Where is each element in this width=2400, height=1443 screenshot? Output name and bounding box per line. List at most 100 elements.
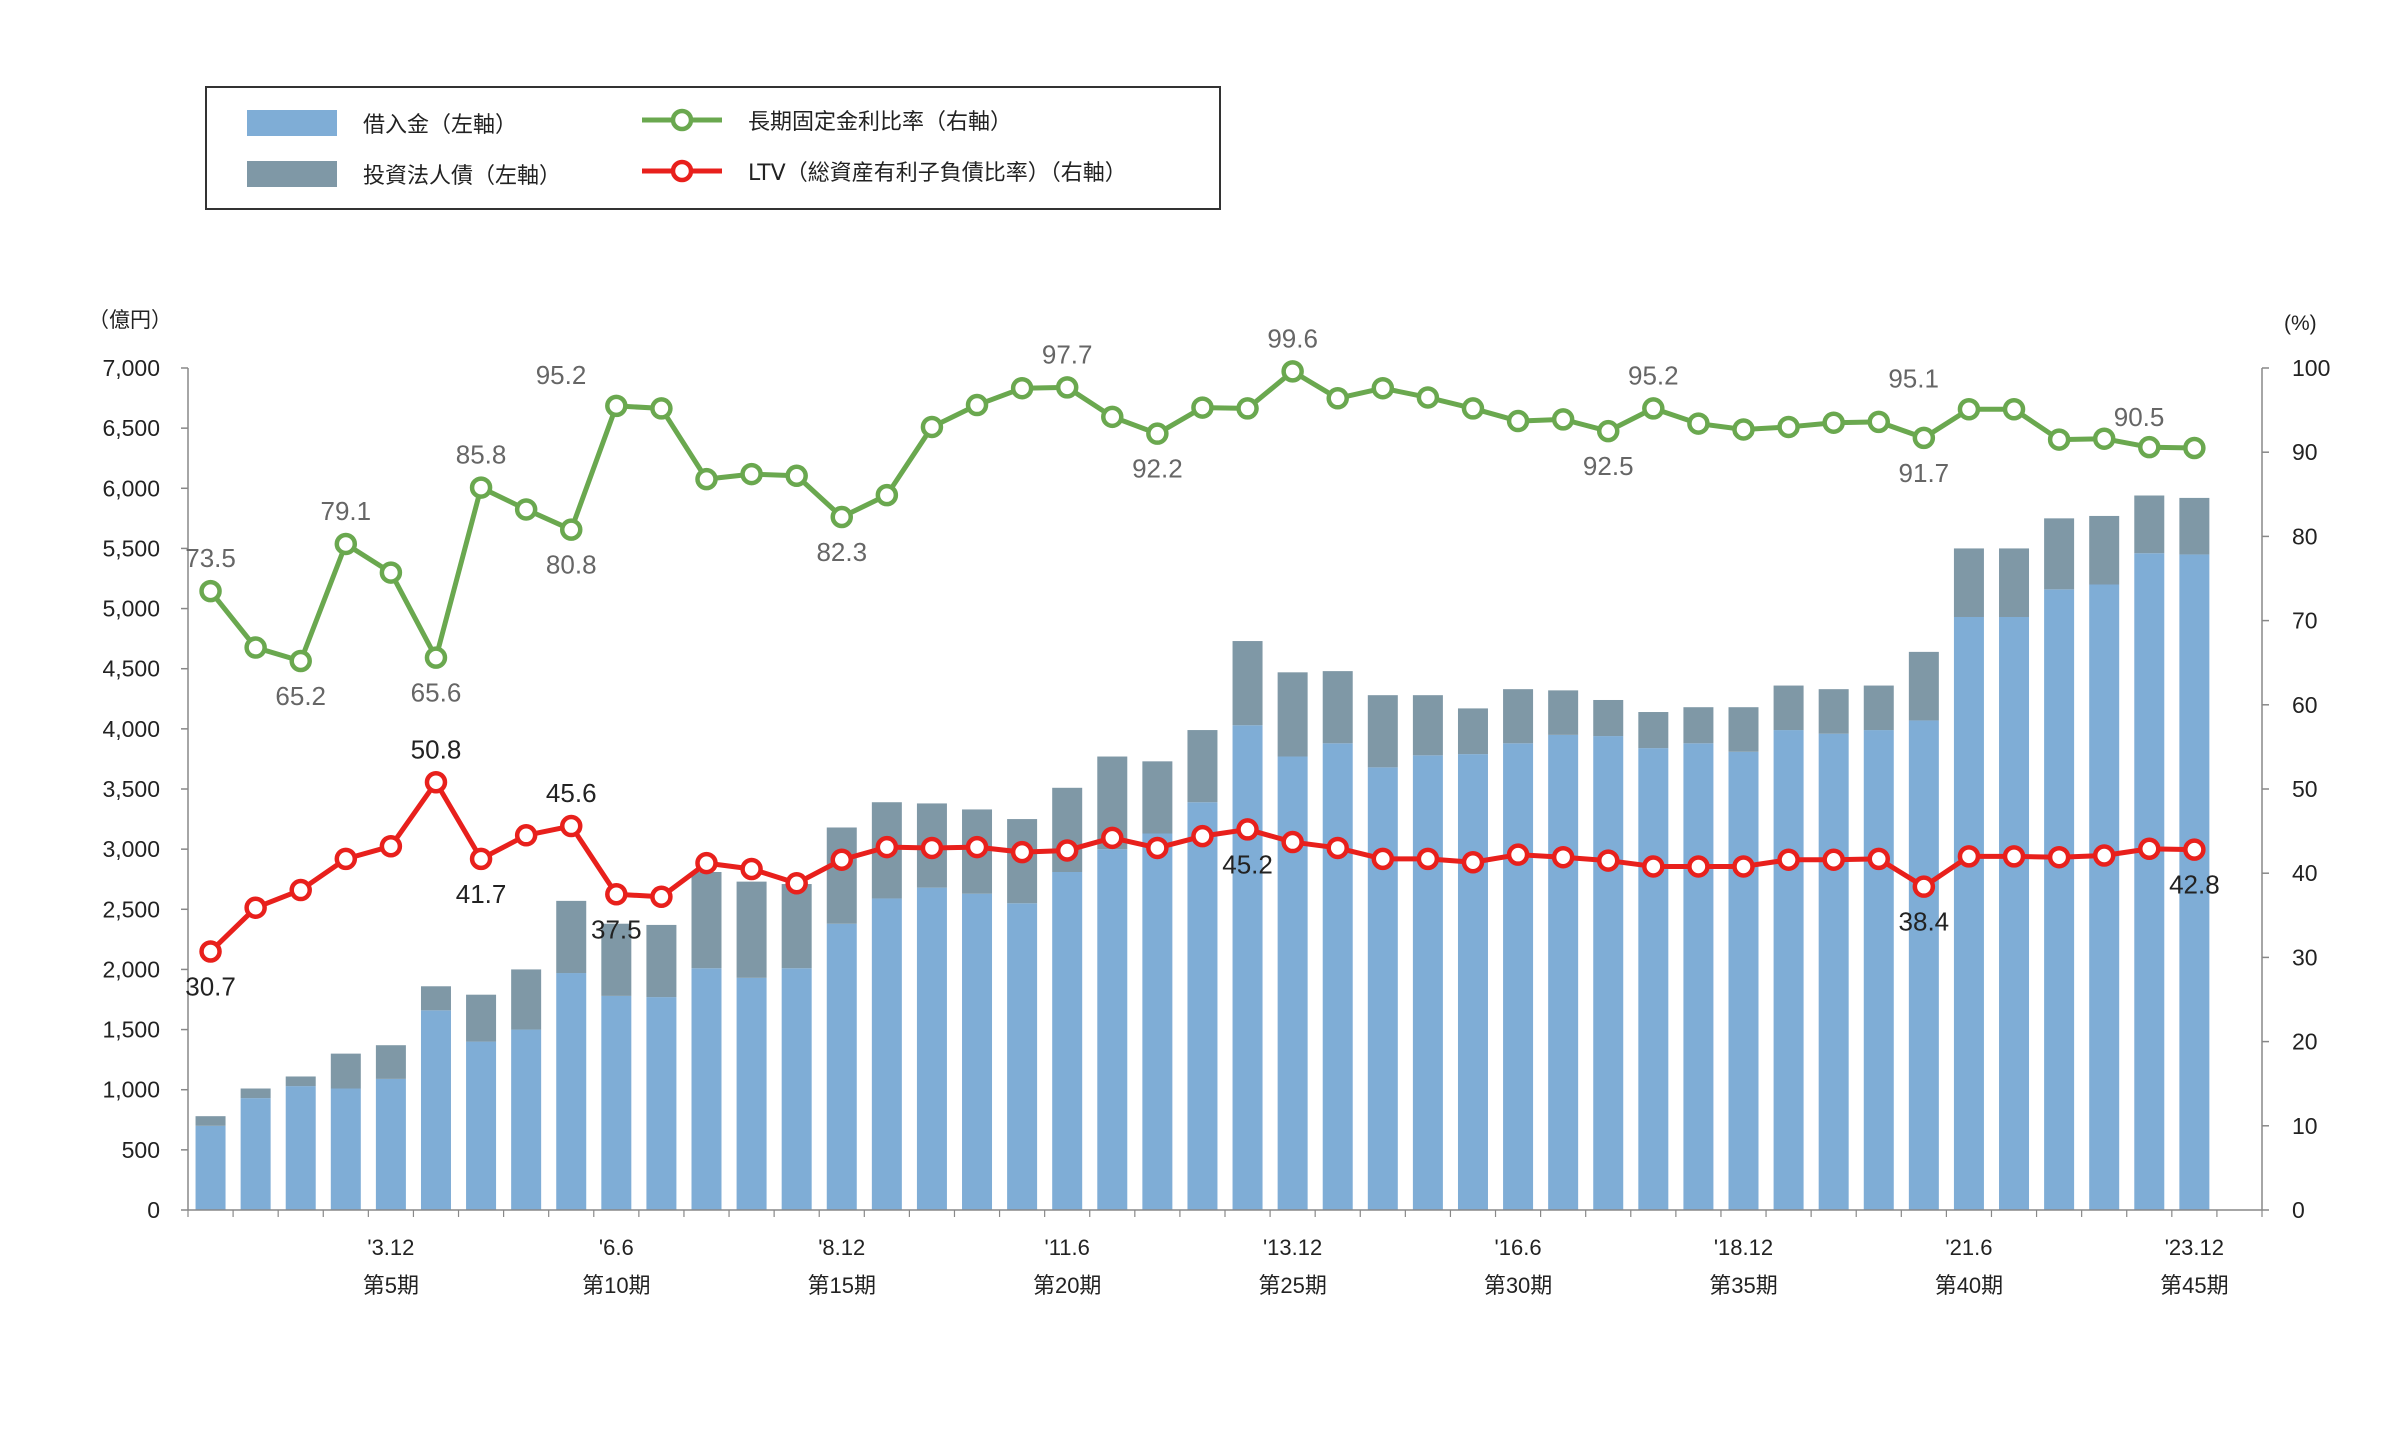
bar-bonds bbox=[556, 900, 587, 974]
fixed-rate-data-label: 73.5 bbox=[185, 543, 236, 573]
fixed-rate-point bbox=[1010, 376, 1034, 400]
fixed-rate-point bbox=[2002, 398, 2026, 421]
ltv-point bbox=[2138, 837, 2161, 861]
ltv-point bbox=[1687, 855, 1710, 878]
bar-borrowings bbox=[285, 1086, 316, 1210]
bar-borrowings bbox=[1503, 743, 1534, 1210]
fixed-rate-point bbox=[1461, 397, 1485, 420]
x-axis-term-label: 第35期 bbox=[1709, 1273, 1777, 1298]
bar-bonds bbox=[1999, 548, 2030, 617]
left-axis-tick-label: 1,500 bbox=[102, 1017, 160, 1043]
ltv-point bbox=[920, 836, 944, 860]
left-axis-unit: （億円） bbox=[88, 309, 172, 332]
right-axis-tick-label: 100 bbox=[2292, 355, 2330, 381]
bar-layer bbox=[195, 495, 2210, 1210]
ltv-point bbox=[1010, 840, 1034, 864]
ltv-point bbox=[2092, 844, 2116, 867]
legend-swatch-fixed-rate bbox=[642, 105, 722, 135]
fixed-rate-point bbox=[514, 498, 538, 521]
bar-bonds bbox=[2179, 497, 2210, 555]
fixed-rate-point bbox=[695, 467, 718, 491]
legend-item-ltv: LTV（総資産有利子負債比率）（右軸） bbox=[642, 155, 1127, 187]
ltv-point bbox=[1732, 855, 1755, 878]
fixed-rate-point bbox=[199, 579, 222, 603]
fixed-rate-point bbox=[2047, 428, 2071, 451]
ltv-point bbox=[1461, 851, 1485, 874]
fixed-rate-data-label: 95.2 bbox=[1628, 360, 1679, 390]
right-axis-tick-label: 60 bbox=[2292, 692, 2318, 718]
ltv-point bbox=[244, 896, 267, 919]
bar-bonds bbox=[1638, 712, 1669, 749]
left-axis-tick-label: 2,500 bbox=[102, 896, 160, 922]
right-axis-tick-label: 80 bbox=[2292, 523, 2318, 549]
ltv-point bbox=[289, 878, 312, 902]
x-axis-term-label: 第45期 bbox=[2160, 1273, 2228, 1298]
fixed-rate-point bbox=[1326, 387, 1349, 410]
left-axis-tick-label: 3,000 bbox=[102, 836, 160, 862]
legend-item-bonds: 投資法人債（左軸） bbox=[247, 158, 561, 190]
bar-borrowings bbox=[1908, 720, 1939, 1210]
fixed-rate-point bbox=[1506, 409, 1530, 433]
bar-borrowings bbox=[1728, 751, 1759, 1210]
ltv-point bbox=[1642, 855, 1665, 878]
fixed-rate-point bbox=[379, 561, 403, 584]
x-axis-date-label: '8.12 bbox=[818, 1235, 865, 1260]
right-axis-tick-label: 90 bbox=[2292, 439, 2318, 465]
fixed-rate-point bbox=[1281, 360, 1304, 383]
bar-borrowings bbox=[1232, 725, 1263, 1210]
fixed-rate-point bbox=[1236, 397, 1259, 420]
bar-bonds bbox=[601, 923, 632, 996]
ltv-point bbox=[650, 885, 673, 909]
bar-bonds bbox=[1863, 685, 1894, 731]
bar-borrowings bbox=[871, 898, 902, 1210]
bar-borrowings bbox=[646, 997, 677, 1210]
bar-bonds bbox=[1818, 689, 1849, 734]
x-axis-date-label: '18.12 bbox=[1714, 1235, 1773, 1260]
ltv-point bbox=[424, 771, 448, 794]
bar-borrowings bbox=[1097, 849, 1128, 1210]
left-axis-tick-label: 4,500 bbox=[102, 656, 160, 682]
data-label-layer: 73.5 65.2 79.1 65.6 85.8 80.8 95.2 82.3 97.7 92.2… bbox=[185, 323, 2219, 1001]
bar-bonds bbox=[1908, 651, 1939, 721]
right-axis-tick-label: 50 bbox=[2292, 776, 2318, 802]
ltv-point bbox=[379, 835, 403, 858]
fixed-rate-point bbox=[1687, 412, 1710, 435]
legend-label-borrowings: 借入金（左軸） bbox=[363, 113, 518, 138]
ltv-data-label: 38.4 bbox=[1899, 907, 1950, 937]
ltv-data-label: 30.7 bbox=[185, 972, 236, 1002]
bar-borrowings bbox=[1999, 616, 2030, 1210]
x-axis-term-label: 第15期 bbox=[808, 1273, 876, 1298]
bar-bonds bbox=[736, 881, 767, 978]
fixed-rate-point bbox=[965, 393, 989, 417]
fixed-rate-point bbox=[1055, 376, 1079, 399]
ltv-point bbox=[1191, 824, 1214, 848]
x-axis-date-label: '23.12 bbox=[2165, 1235, 2224, 1260]
ltv-point bbox=[1822, 848, 1845, 871]
fixed-rate-data-label: 65.2 bbox=[275, 681, 326, 711]
bar-bonds bbox=[781, 884, 812, 969]
bar-borrowings bbox=[1953, 616, 1984, 1210]
fixed-rate-point bbox=[334, 532, 358, 556]
ltv-data-label: 45.6 bbox=[546, 778, 597, 808]
right-axis-tick-label: 30 bbox=[2292, 944, 2318, 970]
bar-borrowings bbox=[1818, 733, 1849, 1210]
bar-bonds bbox=[420, 986, 451, 1011]
fixed-rate-point bbox=[244, 636, 267, 659]
fixed-rate-data-label: 91.7 bbox=[1899, 458, 1950, 488]
fixed-rate-data-label: 97.7 bbox=[1042, 339, 1093, 369]
fixed-rate-point bbox=[1551, 408, 1575, 431]
ltv-point bbox=[830, 848, 854, 871]
ltv-point bbox=[2002, 845, 2026, 868]
bar-bonds bbox=[1142, 761, 1173, 834]
ltv-point bbox=[1506, 843, 1530, 866]
x-axis-term-label: 第20期 bbox=[1033, 1273, 1101, 1298]
fixed-rate-point bbox=[605, 394, 628, 418]
bar-bonds bbox=[2044, 518, 2075, 590]
fixed-rate-point bbox=[424, 646, 448, 669]
left-axis-tick-label: 5,500 bbox=[102, 535, 160, 561]
fixed-rate-point bbox=[1416, 386, 1440, 409]
ltv-point bbox=[605, 883, 628, 906]
fixed-rate-data-label: 80.8 bbox=[546, 550, 597, 580]
fixed-rate-point bbox=[920, 415, 944, 439]
ltv-point bbox=[559, 814, 583, 838]
